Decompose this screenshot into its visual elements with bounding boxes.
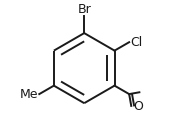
Text: O: O xyxy=(134,100,144,113)
Text: Br: Br xyxy=(77,3,91,16)
Text: Cl: Cl xyxy=(131,36,143,49)
Text: Me: Me xyxy=(20,88,38,101)
